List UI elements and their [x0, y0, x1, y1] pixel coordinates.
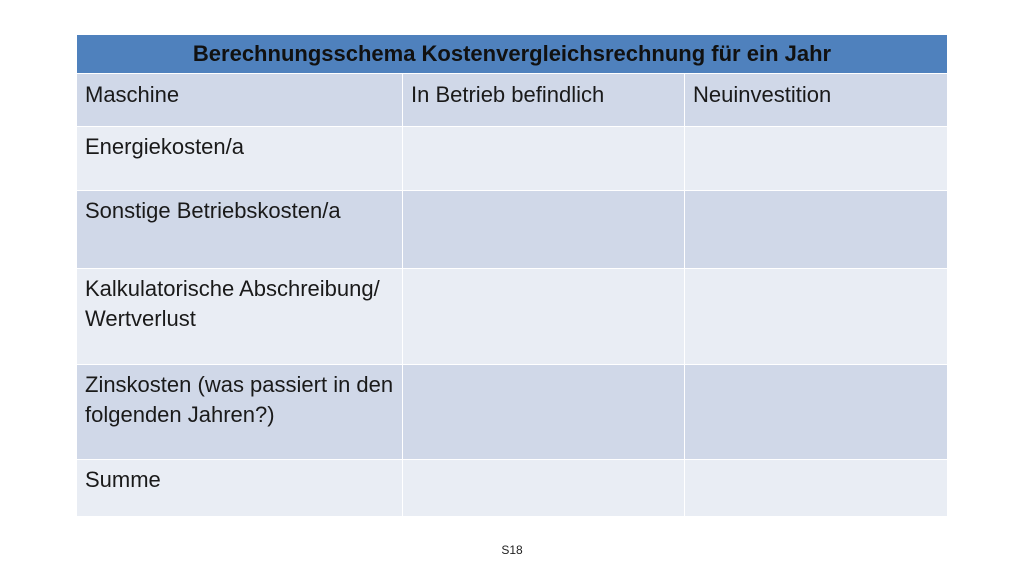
slide-number: S18 [501, 543, 523, 557]
cell-interest-new-investment [684, 364, 948, 460]
cell-interest-in-operation [402, 364, 685, 460]
table-row: Kalkulatorische Abschreibung/ Wertverlus… [76, 268, 948, 365]
cost-comparison-table: Berechnungsschema Kostenvergleichsrechnu… [76, 34, 948, 517]
cell-other-new-investment [684, 190, 948, 269]
cell-depreciation-in-operation [402, 268, 685, 365]
row-label-other-operating-costs: Sonstige Betriebskosten/a [76, 190, 403, 269]
cell-energy-in-operation [402, 126, 685, 191]
cell-sum-in-operation [402, 459, 685, 517]
row-label-interest-costs: Zinskosten (was passiert in den folgende… [76, 364, 403, 460]
row-label-sum: Summe [76, 459, 403, 517]
table-row: Zinskosten (was passiert in den folgende… [76, 364, 948, 460]
row-label-depreciation: Kalkulatorische Abschreibung/ Wertverlus… [76, 268, 403, 365]
table-header-row: Maschine In Betrieb befindlich Neuinvest… [76, 73, 948, 127]
table-row: Energiekosten/a [76, 126, 948, 191]
table-row: Sonstige Betriebskosten/a [76, 190, 948, 269]
cell-other-in-operation [402, 190, 685, 269]
header-new-investment: Neuinvestition [684, 73, 948, 127]
table-row: Summe [76, 459, 948, 517]
cell-energy-new-investment [684, 126, 948, 191]
table-title: Berechnungsschema Kostenvergleichsrechnu… [76, 34, 948, 74]
row-label-energy-costs: Energiekosten/a [76, 126, 403, 191]
cell-sum-new-investment [684, 459, 948, 517]
cell-depreciation-new-investment [684, 268, 948, 365]
table-title-row: Berechnungsschema Kostenvergleichsrechnu… [76, 34, 948, 74]
header-in-operation: In Betrieb befindlich [402, 73, 685, 127]
header-machine: Maschine [76, 73, 403, 127]
